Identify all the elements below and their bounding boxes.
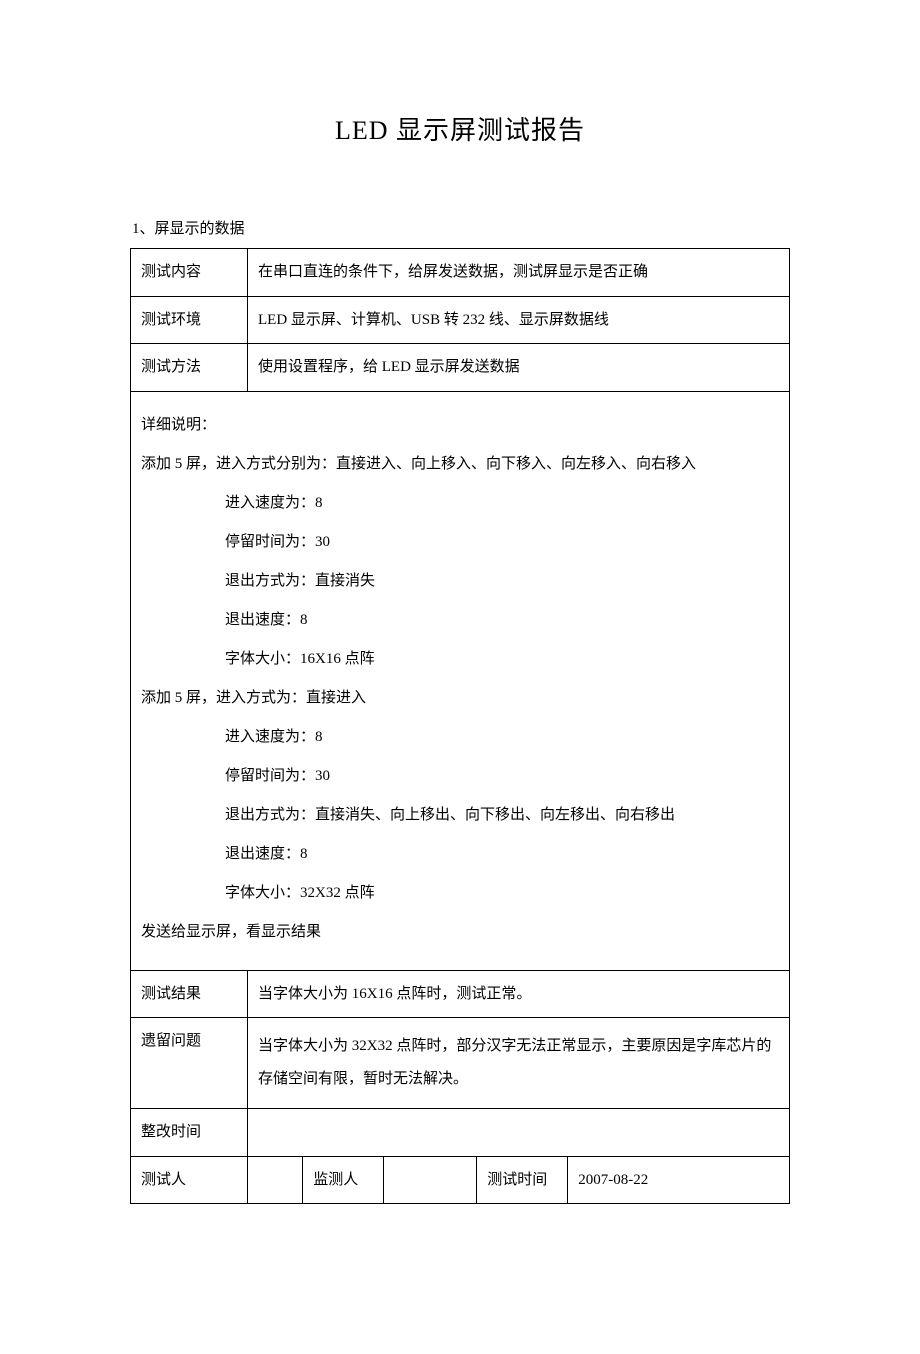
- details-g2-exit-mode: 退出方式为：直接消失、向上移出、向下移出、向左移出、向右移出: [141, 796, 779, 835]
- details-g1-stay: 停留时间为：30: [141, 523, 779, 562]
- table-row: 整改时间: [131, 1109, 790, 1157]
- table-row: 测试方法 使用设置程序，给 LED 显示屏发送数据: [131, 344, 790, 392]
- table-row: 测试结果 当字体大小为 16X16 点阵时，测试正常。: [131, 970, 790, 1018]
- details-g2-exit-speed: 退出速度：8: [141, 835, 779, 874]
- test-method-label: 测试方法: [131, 344, 248, 392]
- details-g1-speed-in: 进入速度为：8: [141, 484, 779, 523]
- section-number: 1、屏显示的数据: [132, 217, 790, 238]
- table-row: 遗留问题 当字体大小为 32X32 点阵时，部分汉字无法正常显示，主要原因是字库…: [131, 1018, 790, 1109]
- table-row: 详细说明： 添加 5 屏，进入方式分别为：直接进入、向上移入、向下移入、向左移入…: [131, 391, 790, 970]
- page-title: LED 显示屏测试报告: [130, 110, 790, 147]
- details-g1-exit-speed: 退出速度：8: [141, 601, 779, 640]
- table-row: 测试环境 LED 显示屏、计算机、USB 转 232 线、显示屏数据线: [131, 296, 790, 344]
- remaining-label: 遗留问题: [131, 1018, 248, 1109]
- details-g2-font: 字体大小：32X32 点阵: [141, 874, 779, 913]
- test-time-label: 测试时间: [477, 1156, 568, 1204]
- test-method-value: 使用设置程序，给 LED 显示屏发送数据: [248, 344, 790, 392]
- details-g2-speed-in: 进入速度为：8: [141, 718, 779, 757]
- test-content-value: 在串口直连的条件下，给屏发送数据，测试屏显示是否正确: [248, 249, 790, 297]
- tester-label: 测试人: [131, 1156, 248, 1204]
- test-result-value: 当字体大小为 16X16 点阵时，测试正常。: [248, 970, 790, 1018]
- test-env-value: LED 显示屏、计算机、USB 转 232 线、显示屏数据线: [248, 296, 790, 344]
- document-page: LED 显示屏测试报告 1、屏显示的数据 测试内容 在串口直连的条件下，给屏发送…: [0, 0, 920, 1354]
- test-content-label: 测试内容: [131, 249, 248, 297]
- details-g1-font: 字体大小：16X16 点阵: [141, 640, 779, 679]
- monitor-label: 监测人: [303, 1156, 384, 1204]
- details-group1-heading: 添加 5 屏，进入方式分别为：直接进入、向上移入、向下移入、向左移入、向右移入: [141, 445, 779, 484]
- details-label: 详细说明：: [141, 406, 779, 445]
- rectify-label: 整改时间: [131, 1109, 248, 1157]
- details-g1-exit-mode: 退出方式为：直接消失: [141, 562, 779, 601]
- test-env-label: 测试环境: [131, 296, 248, 344]
- test-result-label: 测试结果: [131, 970, 248, 1018]
- test-time-value: 2007-08-22: [568, 1156, 790, 1204]
- table-row: 测试内容 在串口直连的条件下，给屏发送数据，测试屏显示是否正确: [131, 249, 790, 297]
- rectify-value: [248, 1109, 790, 1157]
- remaining-value: 当字体大小为 32X32 点阵时，部分汉字无法正常显示，主要原因是字库芯片的存储…: [248, 1018, 790, 1109]
- table-row: 测试人 监测人 测试时间 2007-08-22: [131, 1156, 790, 1204]
- details-g2-stay: 停留时间为：30: [141, 757, 779, 796]
- details-group2-heading: 添加 5 屏，进入方式为：直接进入: [141, 679, 779, 718]
- details-send-line: 发送给显示屏，看显示结果: [141, 913, 779, 952]
- report-table: 测试内容 在串口直连的条件下，给屏发送数据，测试屏显示是否正确 测试环境 LED…: [130, 248, 790, 1204]
- tester-value: [248, 1156, 303, 1204]
- details-cell: 详细说明： 添加 5 屏，进入方式分别为：直接进入、向上移入、向下移入、向左移入…: [131, 391, 790, 970]
- monitor-value: [384, 1156, 477, 1204]
